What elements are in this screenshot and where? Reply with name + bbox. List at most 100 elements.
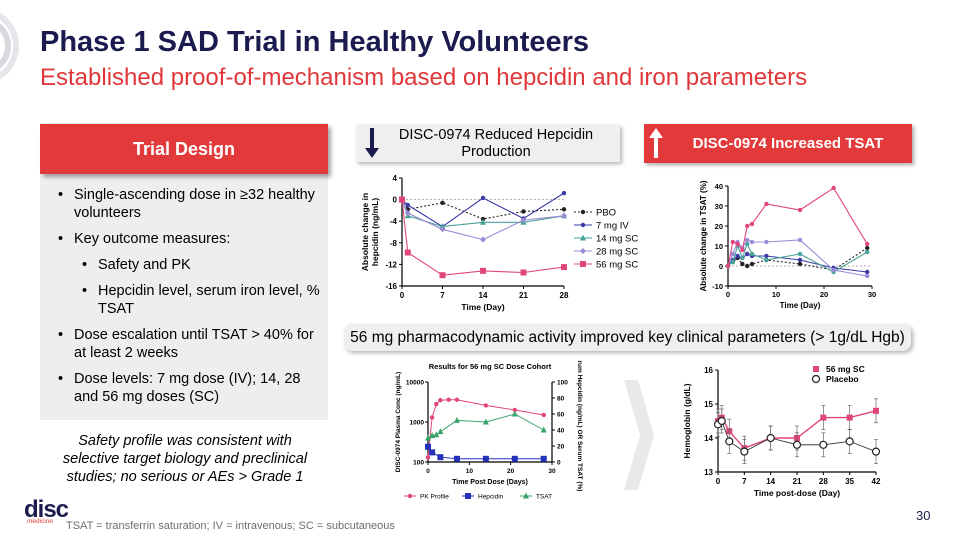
data-point bbox=[433, 431, 440, 438]
data-point bbox=[482, 455, 489, 462]
x-tick-label: 0 bbox=[400, 291, 405, 300]
data-point bbox=[865, 269, 870, 275]
data-point bbox=[404, 249, 411, 256]
data-point bbox=[764, 257, 769, 263]
data-point bbox=[865, 245, 870, 251]
data-point bbox=[483, 403, 489, 408]
y-tick-label: 0 bbox=[719, 262, 723, 271]
data-point bbox=[453, 455, 460, 462]
x-axis-title: Time Post Dose (Days) bbox=[452, 479, 528, 486]
legend-label: PK Profile bbox=[420, 494, 449, 501]
x-tick-label: 42 bbox=[872, 477, 881, 486]
data-point bbox=[480, 267, 486, 274]
y-tick-label: 4 bbox=[393, 174, 398, 183]
legend-label: 56 mg SC bbox=[826, 364, 865, 374]
legend-marker bbox=[407, 493, 413, 499]
data-point bbox=[749, 221, 755, 227]
data-point bbox=[425, 455, 431, 460]
x-tick-label: 30 bbox=[868, 290, 876, 299]
data-point bbox=[797, 261, 803, 267]
data-point bbox=[439, 223, 446, 230]
hepcidin-chart: -16 -12 -8 -4 0 4 0 7 14 21 28 Time (Day) Absolute c… bbox=[360, 174, 638, 312]
down-arrow-icon bbox=[365, 128, 379, 158]
y-tick-label: 30 bbox=[715, 202, 723, 211]
data-point bbox=[540, 455, 547, 462]
series-line bbox=[401, 199, 565, 241]
y-tick-label: 16 bbox=[704, 366, 713, 375]
y-tick-label: -4 bbox=[390, 217, 398, 226]
legend-label: PBO bbox=[596, 208, 616, 219]
data-point bbox=[480, 218, 486, 225]
data-point bbox=[745, 223, 750, 229]
data-point bbox=[730, 239, 735, 245]
data-point bbox=[749, 239, 755, 245]
legend-marker bbox=[523, 492, 529, 499]
data-point bbox=[766, 433, 775, 443]
data-point bbox=[831, 185, 836, 191]
y2-tick-label: 80 bbox=[557, 396, 565, 403]
data-point bbox=[454, 397, 460, 402]
legend-marker bbox=[580, 234, 586, 241]
data-point bbox=[399, 196, 405, 203]
y2-tick-label: 60 bbox=[557, 412, 565, 419]
x-tick-label: 0 bbox=[426, 468, 430, 475]
data-point bbox=[440, 200, 445, 206]
legend-marker bbox=[580, 261, 586, 267]
bullet-item: Dose escalation until TSAT > 40% for at … bbox=[56, 326, 321, 362]
bullet-item: Single-ascending dose in ≥32 healthy vol… bbox=[56, 186, 321, 222]
data-point bbox=[725, 263, 731, 269]
x-tick-label: 14 bbox=[766, 477, 775, 486]
y-axis-title: DISC-0974 Plasma Conc (ng/mL) bbox=[395, 372, 402, 472]
data-point bbox=[512, 407, 517, 413]
x-tick-label: 10 bbox=[466, 468, 474, 475]
data-point bbox=[797, 251, 803, 257]
x-axis-title: Time (Day) bbox=[461, 302, 504, 312]
x-tick-label: 7 bbox=[742, 477, 747, 486]
page-subtitle: Established proof-of-mechanism based on … bbox=[40, 64, 808, 91]
data-point bbox=[865, 273, 870, 279]
footnote: TSAT = transferrin saturation; IV = intr… bbox=[66, 520, 395, 532]
data-point bbox=[717, 416, 726, 426]
bullet-item: Key outcome measures: bbox=[56, 230, 321, 248]
data-point bbox=[520, 269, 527, 276]
x-axis-title: Time (Day) bbox=[780, 301, 821, 310]
legend-marker bbox=[465, 493, 471, 499]
y-tick-label: 15 bbox=[704, 400, 713, 409]
y-tick-label: 40 bbox=[715, 182, 723, 191]
sub-bullet-item: Hepcidin level, serum iron level, % TSAT bbox=[56, 282, 321, 318]
hepcidin-header: DISC-0974 Reduced Hepcidin Production bbox=[356, 125, 620, 162]
legend-marker bbox=[811, 374, 821, 384]
y-tick-label: 100 bbox=[413, 460, 424, 467]
y-tick-label: 20 bbox=[715, 222, 723, 231]
x-tick-label: 10 bbox=[772, 290, 780, 299]
legend-marker bbox=[580, 222, 586, 228]
x-tick-label: 7 bbox=[440, 291, 445, 300]
x-tick-label: 35 bbox=[845, 477, 854, 486]
safety-statement: Safety profile was consistent with selec… bbox=[62, 433, 308, 485]
sub-bullet-item: Safety and PK bbox=[56, 256, 321, 274]
data-point bbox=[404, 210, 411, 217]
data-point bbox=[437, 454, 444, 461]
data-point bbox=[511, 410, 518, 417]
data-point bbox=[740, 261, 745, 267]
bullet-item: Dose levels: 7 mg dose (IV); 14, 28 and … bbox=[56, 370, 321, 406]
legend-label: TSAT bbox=[536, 494, 552, 501]
data-point bbox=[749, 251, 755, 257]
data-point bbox=[871, 447, 881, 456]
legend-label: 14 mg SC bbox=[596, 234, 638, 245]
chevron-right-icon bbox=[624, 380, 654, 490]
x-tick-label: 0 bbox=[726, 290, 730, 299]
legend-label: 7 mg IV bbox=[596, 221, 629, 232]
data-point bbox=[730, 251, 735, 257]
y2-tick-label: 100 bbox=[557, 380, 568, 387]
data-point bbox=[764, 253, 769, 259]
data-point bbox=[520, 217, 527, 224]
data-point bbox=[725, 437, 734, 446]
data-point bbox=[429, 415, 435, 420]
data-point bbox=[797, 237, 803, 243]
data-point bbox=[749, 261, 755, 267]
y-tick-label: -12 bbox=[385, 260, 397, 269]
data-point bbox=[846, 414, 853, 421]
x-tick-label: 28 bbox=[819, 477, 828, 486]
